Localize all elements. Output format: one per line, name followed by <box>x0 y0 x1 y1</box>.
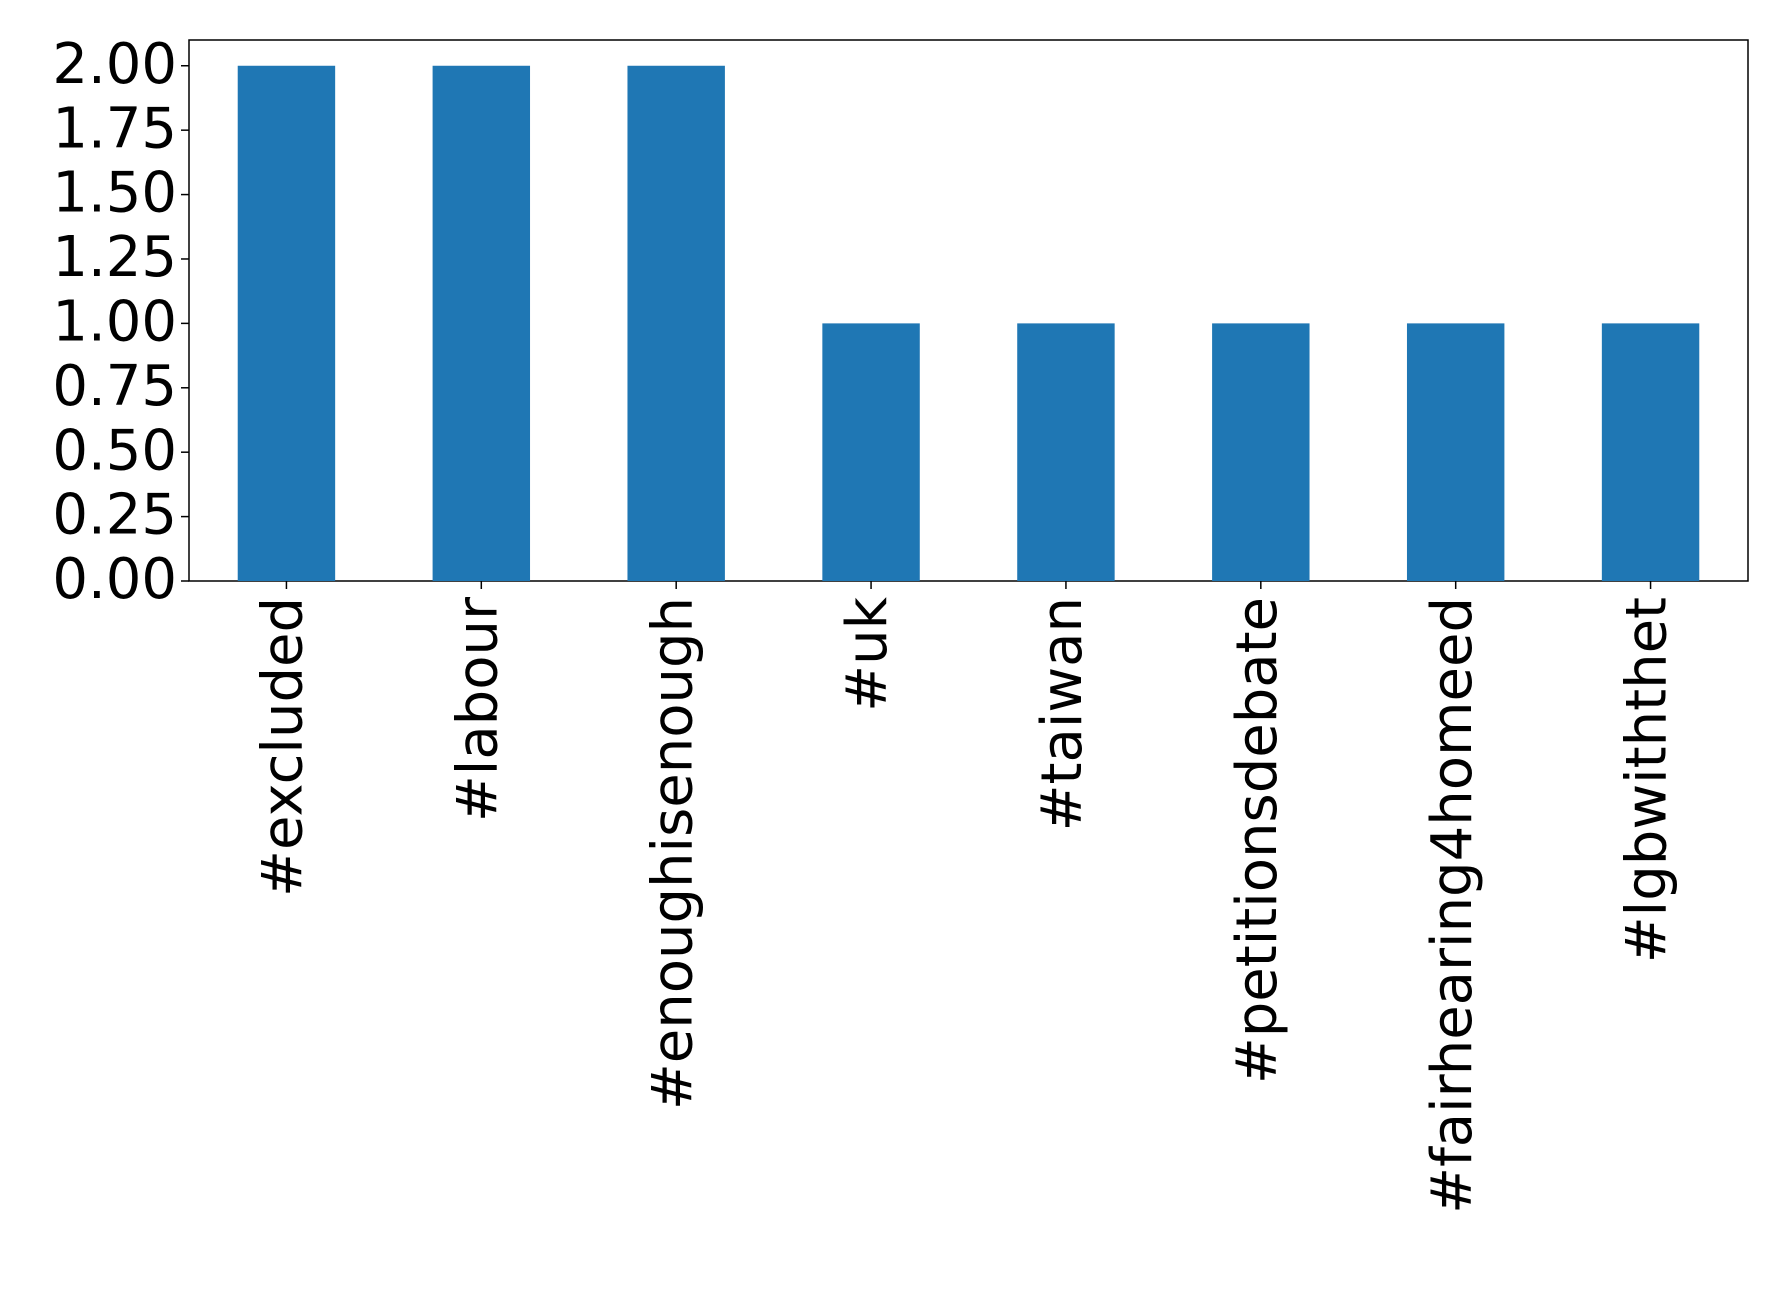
x-tick-label: #taiwan <box>1030 597 1095 831</box>
bar <box>1017 323 1115 581</box>
y-tick-label: 1.75 <box>52 96 177 161</box>
x-tick-label: #lgbwiththet <box>1615 597 1680 963</box>
bar <box>1601 323 1700 581</box>
x-tick-label: #petitionsdebate <box>1225 597 1290 1084</box>
bar <box>237 65 336 581</box>
bar <box>1212 323 1310 581</box>
y-tick-label: 1.25 <box>52 225 177 290</box>
y-tick-label: 0.00 <box>52 547 177 612</box>
y-tick-label: 2.00 <box>52 32 177 97</box>
y-tick-label: 0.50 <box>52 418 177 483</box>
x-tick-label: #fairhearing4homeed <box>1420 597 1485 1214</box>
x-tick-label: #labour <box>445 596 510 822</box>
bar <box>627 65 725 581</box>
y-tick-label: 1.50 <box>52 161 177 226</box>
y-tick-label: 0.75 <box>52 354 177 419</box>
x-tick-label: #uk <box>835 596 900 711</box>
bar <box>822 323 920 581</box>
plot-frame <box>188 39 1749 582</box>
x-tick-label: #excluded <box>251 597 316 897</box>
y-tick-label: 1.00 <box>52 290 177 355</box>
bar <box>1406 323 1505 581</box>
y-tick-label: 0.25 <box>52 483 177 548</box>
bar <box>432 65 531 581</box>
x-tick-label: #enoughisenough <box>640 597 705 1110</box>
